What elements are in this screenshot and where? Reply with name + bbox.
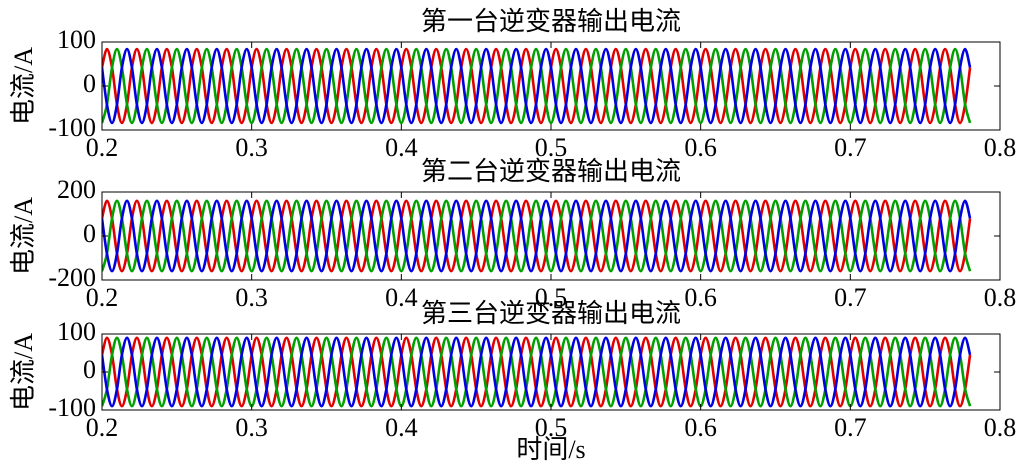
y-tick-label: 0 [83, 69, 96, 98]
y-tick-label: -200 [48, 263, 96, 292]
x-tick-label: 0.5 [535, 133, 568, 162]
y-tick-label: 0 [83, 219, 96, 248]
x-tick-label: 0.6 [684, 413, 717, 442]
chart-title: 第一台逆变器输出电流 [421, 7, 681, 36]
y-axis-label: 电流/A [9, 197, 38, 275]
x-tick-label: 0.4 [385, 133, 418, 162]
series-line [102, 47, 972, 125]
x-tick-label: 0.7 [834, 413, 867, 442]
x-tick-label: 0.2 [86, 283, 119, 312]
y-tick-label: -100 [48, 113, 96, 142]
x-tick-label: 0.6 [684, 283, 717, 312]
x-tick-label: 0.8 [984, 283, 1017, 312]
plot-frame [101, 191, 1001, 281]
plot-frame [101, 333, 1001, 411]
x-tick-label: 0.4 [385, 413, 418, 442]
series-line [102, 199, 972, 273]
chart-title: 第三台逆变器输出电流 [421, 299, 681, 328]
chart-title: 第二台逆变器输出电流 [421, 157, 681, 186]
x-tick-label: 0.3 [235, 283, 268, 312]
series-line [102, 199, 972, 273]
plot-frame [101, 41, 1001, 131]
x-tick-label: 0.2 [86, 413, 119, 442]
series-line [102, 336, 972, 408]
series-line [102, 336, 972, 408]
x-tick-label: 0.5 [535, 283, 568, 312]
x-tick-label: 0.6 [684, 133, 717, 162]
y-axis-label: 电流/A [9, 47, 38, 125]
y-tick-label: 0 [83, 355, 96, 384]
x-tick-label: 0.8 [984, 413, 1017, 442]
x-tick-label: 0.7 [834, 283, 867, 312]
y-tick-label: -100 [48, 393, 96, 422]
x-tick-label: 0.8 [984, 133, 1017, 162]
x-tick-label: 0.2 [86, 133, 119, 162]
x-tick-label: 0.5 [535, 413, 568, 442]
y-tick-label: 200 [57, 175, 96, 204]
y-tick-label: 100 [57, 25, 96, 54]
x-tick-label: 0.4 [385, 283, 418, 312]
y-axis-label: 电流/A [9, 333, 38, 411]
y-tick-label: 100 [57, 317, 96, 346]
x-tick-label: 0.7 [834, 133, 867, 162]
x-tick-label: 0.3 [235, 133, 268, 162]
x-axis-label: 时间/s [516, 435, 585, 464]
x-tick-label: 0.3 [235, 413, 268, 442]
series-line [102, 47, 972, 125]
